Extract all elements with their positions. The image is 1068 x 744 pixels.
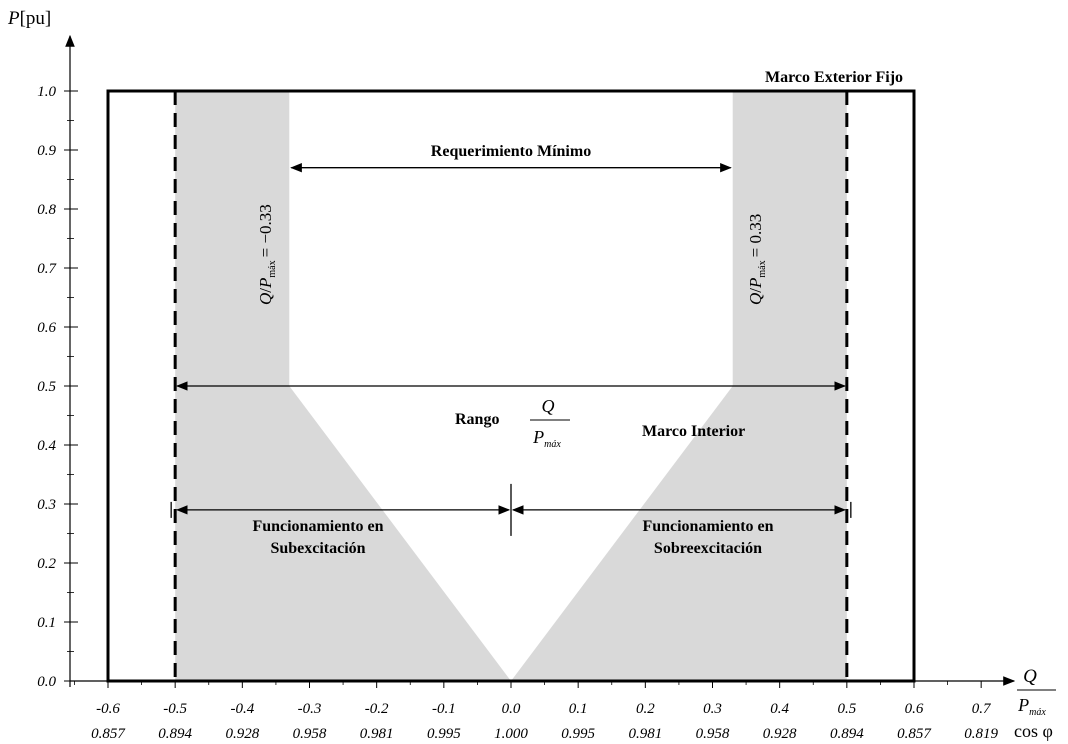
min-requirement-label: Requerimiento Mínimo <box>431 143 591 160</box>
y-axis-title-main: P <box>7 8 20 29</box>
range-fraction-denominator-sub: máx <box>544 439 561 450</box>
y-tick-label: 0.1 <box>37 615 56 631</box>
x-tick-label: 0.7 <box>972 701 992 717</box>
x-tick-label: 0.2 <box>636 701 655 717</box>
right-boundary-value: = 0.33 <box>746 214 765 258</box>
y-tick-label: 0.8 <box>37 202 56 218</box>
right-boundary-slash: / <box>746 288 765 293</box>
cos-phi-tick-label: 0.928 <box>225 726 259 742</box>
x-tick-label: 0.3 <box>703 701 722 717</box>
x-axis-title: Q Pmáx <box>1017 666 1056 718</box>
x-axis-ticks: -0.6 0.857 -0.5 0.894 -0.4 0.928 -0.3 0.958 -0.2… <box>74 681 999 742</box>
left-boundary-value: = −0.33 <box>256 204 275 257</box>
x-tick-label: 0.4 <box>770 701 789 717</box>
cos-phi-tick-label: 0.995 <box>561 726 595 742</box>
x-axis-title-denominator-sub: máx <box>1029 707 1046 718</box>
right-boundary-sub: máx <box>757 260 768 277</box>
x-tick-label: -0.2 <box>365 701 389 717</box>
range-fraction-denominator: Pmáx <box>532 427 561 450</box>
y-axis-ticks: 0.0 0.1 0.2 0.3 0.4 0.5 0.6 0.7 0.8 0.9 1.0 <box>37 84 78 690</box>
x-axis-title-numerator: Q <box>1023 666 1037 687</box>
y-axis-title-unit: [pu] <box>20 8 52 29</box>
x-tick-label: 0.0 <box>502 701 521 717</box>
y-tick-label: 0.0 <box>37 674 56 690</box>
left-boundary-q: Q <box>256 293 275 305</box>
x-tick-label: -0.6 <box>96 701 120 717</box>
over-excitation-label-line2: Sobreexcitación <box>654 540 762 557</box>
right-shaded-region <box>511 91 847 681</box>
y-tick-label: 0.3 <box>37 497 56 513</box>
x-tick-label: 0.5 <box>837 701 856 717</box>
y-axis-title: P[pu] <box>7 8 51 29</box>
outer-frame-label: Marco Exterior Fijo <box>765 69 903 86</box>
cos-phi-tick-label: 0.819 <box>964 726 998 742</box>
y-tick-label: 0.7 <box>37 261 57 277</box>
under-excitation-label-line2: Subexcitación <box>270 540 365 557</box>
range-fraction-denominator-p: P <box>532 427 544 447</box>
cos-phi-tick-label: 1.000 <box>494 726 528 742</box>
x-axis-title-denominator-p: P <box>1017 695 1029 715</box>
cos-phi-tick-label: 0.894 <box>158 726 192 742</box>
secondary-x-axis-title: cos φ <box>1014 721 1053 741</box>
cos-phi-tick-label: 0.958 <box>293 726 327 742</box>
x-tick-label: 0.1 <box>569 701 588 717</box>
right-boundary-q: Q <box>746 293 765 305</box>
range-label-text: Rango <box>455 411 499 428</box>
cos-phi-tick-label: 0.857 <box>91 726 126 742</box>
cos-phi-tick-label: 0.928 <box>763 726 797 742</box>
over-excitation-label-line1: Funcionamiento en <box>642 518 773 535</box>
left-boundary-label: Q/Pmáx = −0.33 <box>256 204 278 305</box>
y-tick-label: 0.2 <box>37 556 56 572</box>
cos-phi-tick-label: 0.995 <box>427 726 461 742</box>
range-fraction-numerator: Q <box>542 396 555 416</box>
y-tick-label: 0.9 <box>37 143 56 159</box>
cos-phi-tick-label: 0.857 <box>897 726 932 742</box>
y-tick-label: 0.5 <box>37 379 56 395</box>
x-tick-label: -0.5 <box>163 701 187 717</box>
cos-phi-tick-label: 0.981 <box>360 726 394 742</box>
y-tick-label: 0.4 <box>37 438 56 454</box>
under-excitation-label-line1: Funcionamiento en <box>252 518 383 535</box>
range-label: Rango Q Pmáx <box>455 396 570 450</box>
x-tick-label: -0.4 <box>230 701 254 717</box>
left-boundary-sub: máx <box>267 260 278 277</box>
right-boundary-p: P <box>746 278 765 289</box>
left-boundary-slash: / <box>256 288 275 293</box>
left-boundary-p: P <box>256 278 275 289</box>
cos-phi-tick-label: 0.894 <box>830 726 864 742</box>
y-tick-label: 1.0 <box>37 84 56 100</box>
right-boundary-label: Q/Pmáx = 0.33 <box>746 214 768 305</box>
x-tick-label: -0.3 <box>298 701 322 717</box>
inner-frame-label: Marco Interior <box>642 423 745 440</box>
x-axis-title-denominator: Pmáx <box>1017 695 1046 718</box>
y-tick-label: 0.6 <box>37 320 56 336</box>
cos-phi-tick-label: 0.958 <box>696 726 730 742</box>
left-shaded-region <box>175 91 511 681</box>
cos-phi-tick-label: 0.981 <box>628 726 662 742</box>
x-tick-label: 0.6 <box>905 701 924 717</box>
x-tick-label: -0.1 <box>432 701 456 717</box>
